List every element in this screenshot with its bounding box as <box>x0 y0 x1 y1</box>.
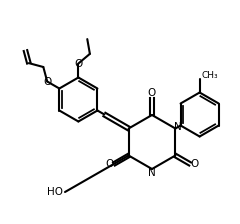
Text: O: O <box>148 88 156 98</box>
Text: O: O <box>106 159 114 169</box>
Text: O: O <box>43 77 51 86</box>
Text: O: O <box>74 58 83 69</box>
Text: N: N <box>148 168 156 178</box>
Text: O: O <box>190 159 198 169</box>
Text: CH₃: CH₃ <box>202 71 218 80</box>
Text: HO: HO <box>47 187 63 197</box>
Text: N: N <box>174 121 181 131</box>
